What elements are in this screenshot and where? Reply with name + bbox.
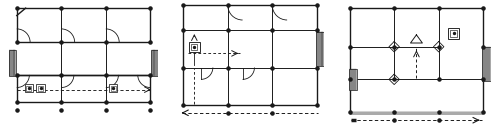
Point — [13, 109, 21, 111]
Point — [13, 41, 21, 43]
Point — [190, 46, 198, 48]
Point — [479, 111, 487, 113]
Point — [390, 111, 398, 113]
Bar — [38, 86, 43, 91]
Point — [146, 41, 154, 43]
Point — [24, 87, 32, 89]
Point — [346, 46, 354, 48]
Point — [313, 4, 321, 6]
Point — [479, 78, 487, 80]
Point — [479, 46, 487, 48]
Point — [434, 78, 442, 80]
Point — [268, 29, 276, 31]
Bar — [349, 69, 357, 90]
Point — [146, 7, 154, 9]
Point — [224, 29, 232, 31]
Point — [146, 109, 154, 111]
Bar — [316, 32, 324, 66]
Point — [58, 7, 66, 9]
Point — [102, 101, 110, 103]
Point — [390, 7, 398, 9]
Point — [434, 7, 442, 9]
Point — [58, 109, 66, 111]
Point — [179, 29, 187, 31]
Point — [390, 78, 398, 80]
Bar — [26, 86, 31, 91]
Point — [102, 7, 110, 9]
Bar — [24, 84, 32, 92]
Bar — [450, 30, 457, 37]
Point — [13, 74, 21, 76]
Bar — [109, 84, 118, 92]
Point — [268, 66, 276, 69]
Point — [102, 109, 110, 111]
Point — [13, 101, 21, 103]
Point — [268, 4, 276, 6]
Point — [390, 46, 398, 48]
Point — [179, 66, 187, 69]
Bar — [151, 50, 158, 76]
Point — [58, 101, 66, 103]
Bar — [111, 86, 116, 91]
Point — [434, 111, 442, 113]
Point — [390, 119, 398, 121]
Point — [268, 112, 276, 114]
Point — [313, 104, 321, 106]
Point — [110, 87, 118, 89]
Point — [13, 7, 21, 9]
Point — [102, 41, 110, 43]
Point — [179, 104, 187, 106]
Bar — [36, 84, 44, 92]
Bar — [482, 47, 490, 81]
Point — [224, 104, 232, 106]
Point — [346, 111, 354, 113]
Point — [479, 7, 487, 9]
Bar — [191, 44, 198, 50]
Point — [58, 74, 66, 76]
Point — [179, 4, 187, 6]
Point — [224, 4, 232, 6]
Point — [268, 104, 276, 106]
Point — [146, 74, 154, 76]
Point — [102, 74, 110, 76]
Bar — [8, 50, 16, 76]
Point — [58, 41, 66, 43]
Point — [224, 66, 232, 69]
Bar — [448, 28, 459, 39]
Point — [313, 66, 321, 69]
Point — [450, 32, 458, 34]
Point — [36, 87, 44, 89]
Point — [434, 46, 442, 48]
Point — [224, 112, 232, 114]
Point — [313, 29, 321, 31]
Point — [346, 78, 354, 80]
Bar — [189, 42, 200, 52]
Point — [146, 101, 154, 103]
Bar — [350, 112, 483, 115]
Point — [346, 7, 354, 9]
Point — [434, 119, 442, 121]
